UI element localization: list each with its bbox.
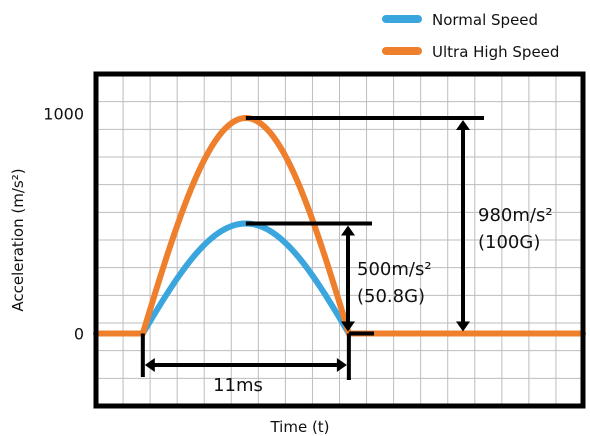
normal-peak-arrow-head-top [341,225,355,236]
peak-normal-g-label: (50.8G) [357,286,425,307]
duration-label: 11ms [213,375,263,396]
peak-normal-value-label: 500m/s² [357,259,432,280]
y-tick-label-1000: 1000 [43,105,84,124]
ultra-peak-arrow-head-top [456,119,470,130]
y-tick-label-0: 0 [74,324,84,343]
duration-arrow-head-left [144,358,155,372]
peak-ultra-g-label: (100G) [478,232,540,253]
legend: Normal Speed Ultra High Speed [382,11,559,61]
plot-frame [93,71,586,409]
peak-ultra-value-label: 980m/s² [478,205,553,226]
y-axis-label: Acceleration (m/s²) [9,168,27,311]
normal-peak-arrow-head-bottom [341,321,355,332]
annotation-layer [140,115,484,380]
ultra-peak-arrow-head-bottom [456,321,470,332]
x-axis-label: Time (t) [269,418,329,436]
duration-arrow-head-right [336,358,347,372]
legend-label-ultra: Ultra High Speed [432,43,559,61]
legend-label-normal: Normal Speed [432,11,538,29]
